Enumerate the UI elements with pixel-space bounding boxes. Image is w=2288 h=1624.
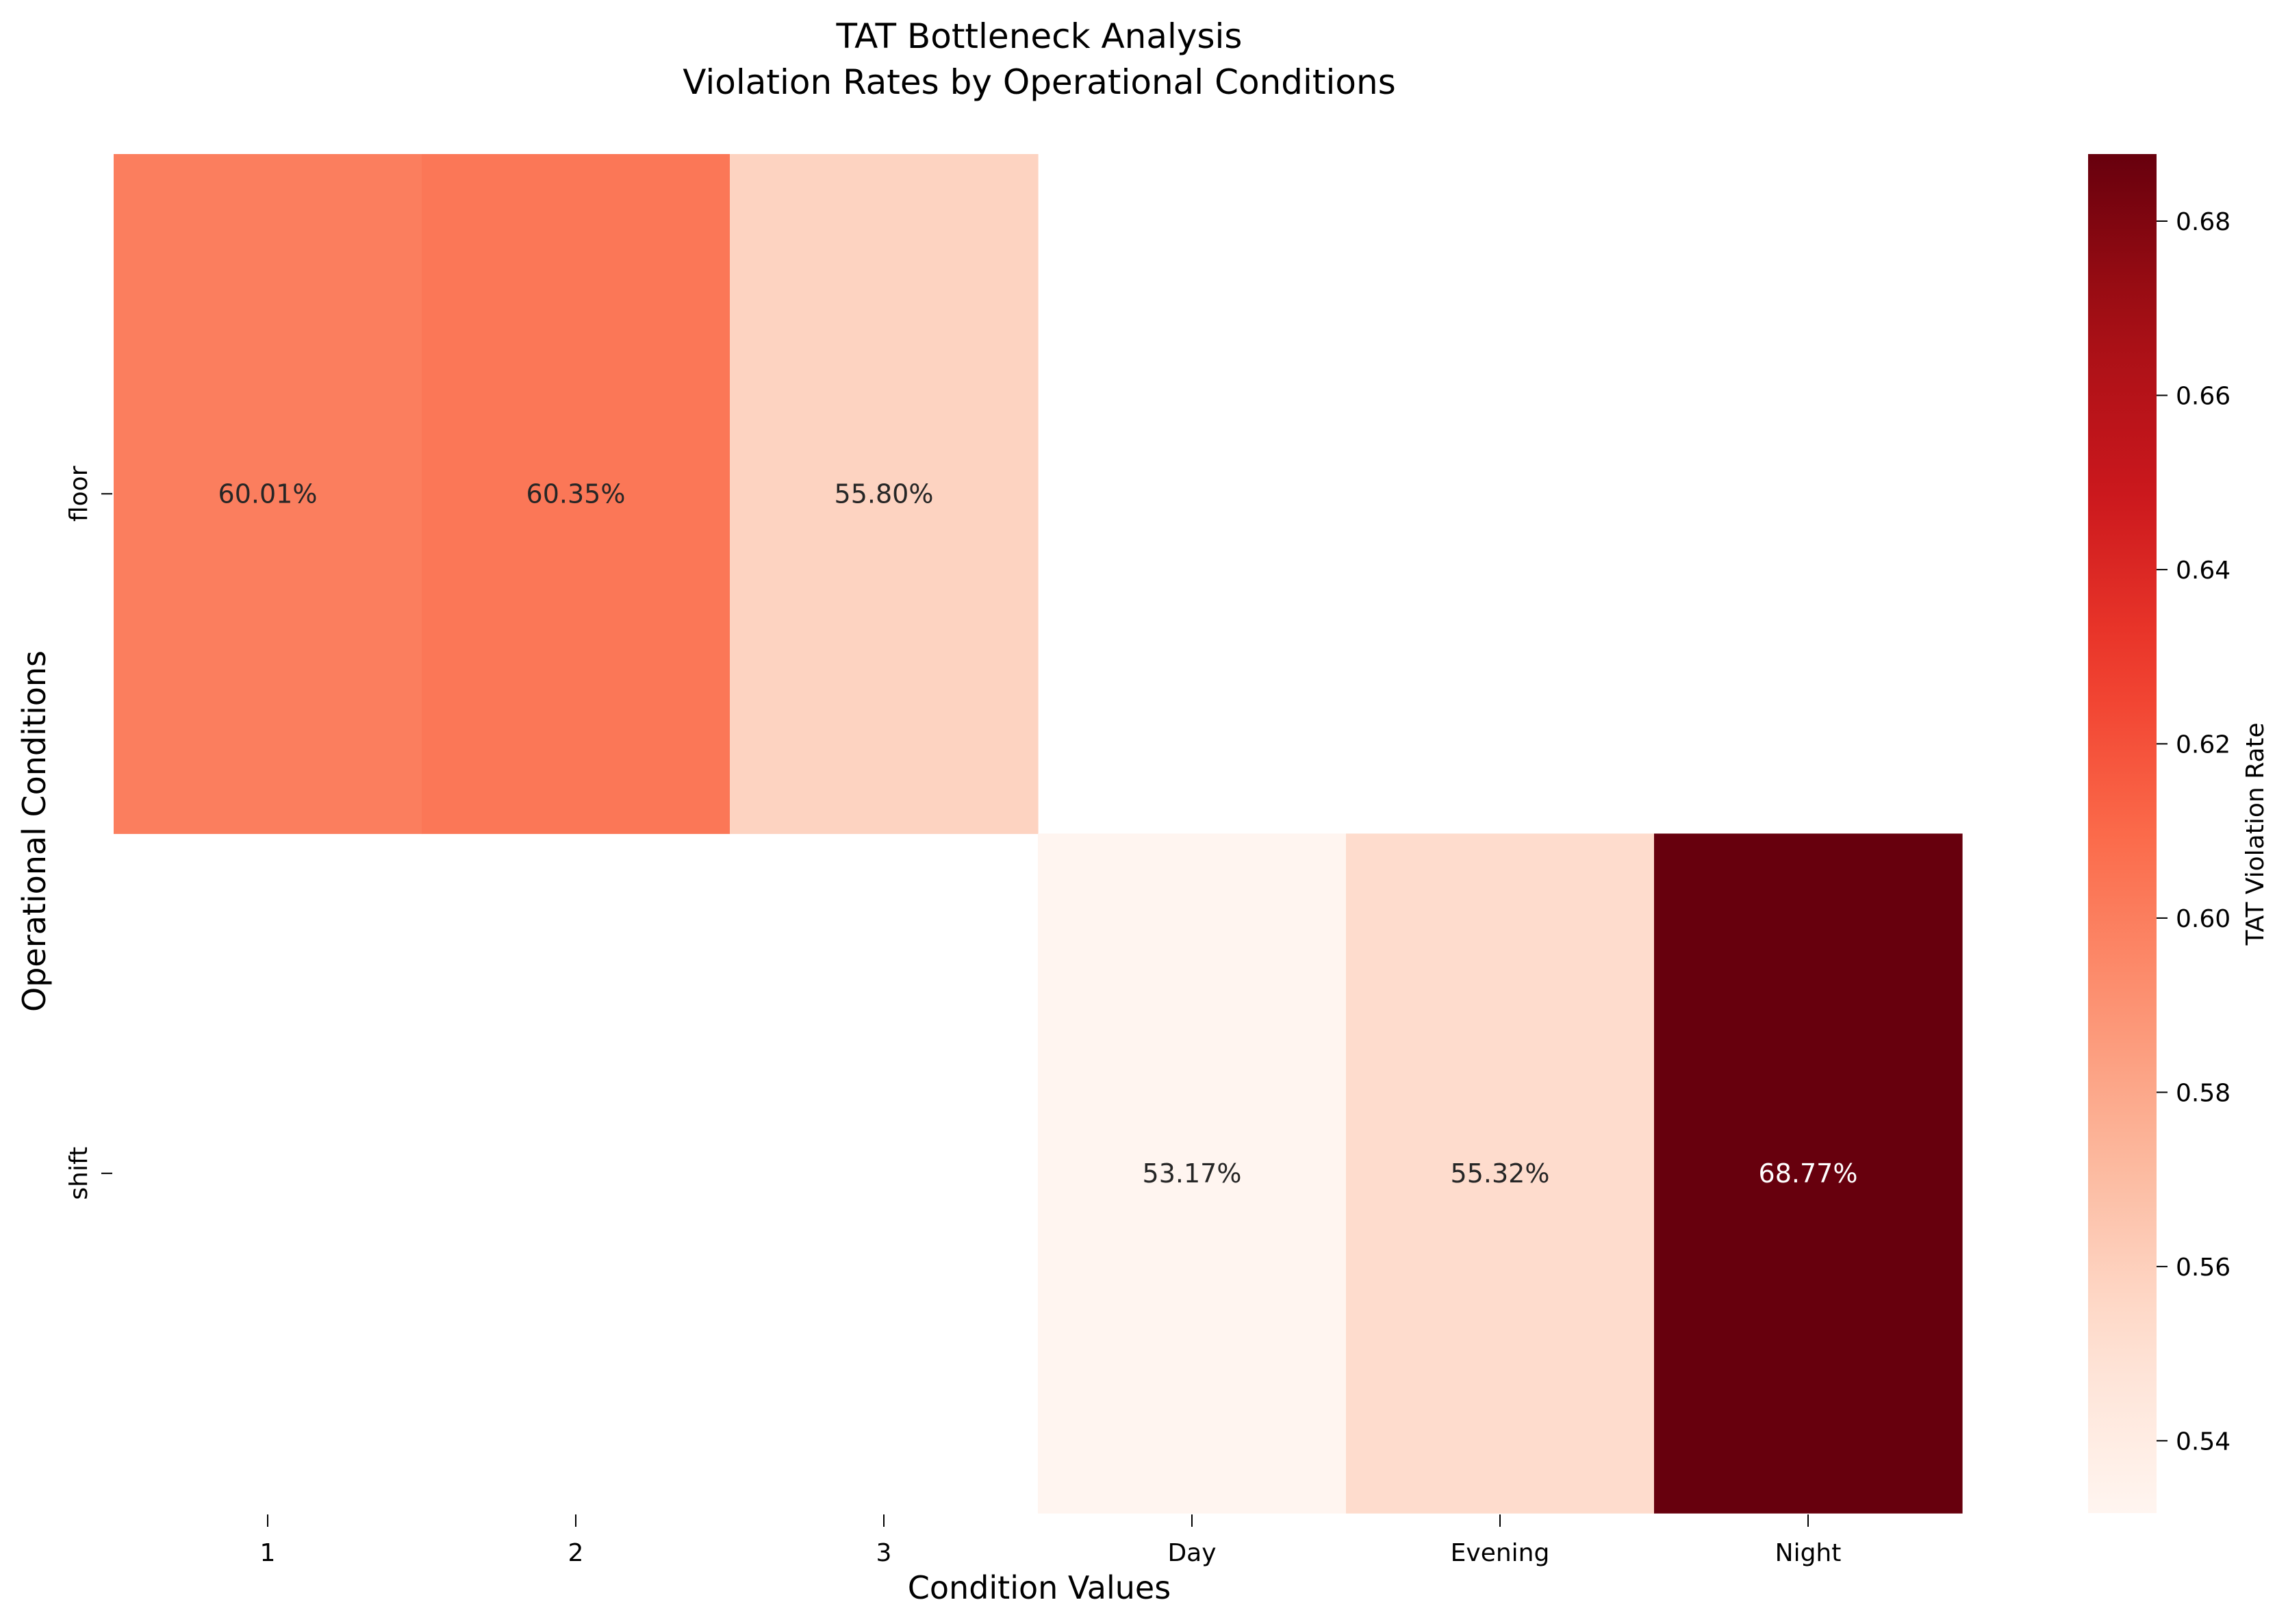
- heatmap-cell: [730, 154, 1039, 835]
- x-axis-ticks: 1 2 3 Day Evening Night: [260, 1514, 1842, 1567]
- cell-label: 60.01%: [218, 479, 318, 509]
- x-tick-label: 3: [876, 1539, 892, 1567]
- x-axis-label: Condition Values: [908, 1569, 1171, 1606]
- heatmap-cell: [1038, 833, 1347, 1514]
- x-tick-label: 2: [568, 1539, 584, 1567]
- cell-label: 68.77%: [1759, 1158, 1858, 1189]
- y-tick-label: floor: [65, 466, 93, 522]
- heatmap-cell: [114, 154, 422, 835]
- x-tick-label: Night: [1775, 1539, 1842, 1567]
- colorbar: 0.54 0.56 0.58 0.60 0.62 0.64 0.66 0.68 TAT Vio…: [2088, 154, 2270, 1513]
- x-tick-label: 1: [260, 1539, 276, 1567]
- chart-title: TAT Bottleneck Analysis: [836, 16, 1243, 56]
- colorbar-ticks: 0.54 0.56 0.58 0.60 0.62 0.64 0.66 0.68: [2157, 208, 2230, 1456]
- x-tick-label: Evening: [1451, 1539, 1550, 1567]
- colorbar-label: TAT Violation Rate: [2241, 722, 2270, 946]
- colorbar-tick-label: 0.64: [2176, 557, 2230, 585]
- cell-label: 53.17%: [1143, 1158, 1242, 1189]
- cell-label: 60.35%: [526, 479, 626, 509]
- cell-label: 55.32%: [1451, 1158, 1550, 1189]
- heatmap-cells: 60.01% 60.35% 55.80% 53.17% 55.32% 68.77%: [114, 154, 1963, 1514]
- colorbar-tick-label: 0.60: [2176, 905, 2230, 933]
- heatmap-cell: [422, 154, 730, 835]
- y-axis-label: Operational Conditions: [16, 650, 53, 1012]
- colorbar-gradient: [2088, 154, 2157, 1513]
- colorbar-tick-label: 0.54: [2176, 1428, 2230, 1456]
- y-tick-label: shift: [65, 1147, 93, 1200]
- colorbar-tick-label: 0.68: [2176, 208, 2230, 236]
- colorbar-tick-label: 0.58: [2176, 1079, 2230, 1107]
- cell-label: 55.80%: [835, 479, 934, 509]
- colorbar-tick-label: 0.66: [2176, 382, 2230, 410]
- x-tick-label: Day: [1167, 1539, 1216, 1567]
- y-axis-ticks: floor shift: [65, 466, 112, 1200]
- colorbar-tick-label: 0.62: [2176, 731, 2230, 759]
- chart-subtitle: Violation Rates by Operational Condition…: [683, 62, 1396, 102]
- heatmap-cell: [1346, 833, 1655, 1514]
- colorbar-tick-label: 0.56: [2176, 1254, 2230, 1282]
- heatmap-cell: [1654, 833, 1963, 1514]
